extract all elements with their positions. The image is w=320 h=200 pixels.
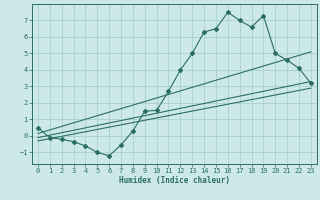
- X-axis label: Humidex (Indice chaleur): Humidex (Indice chaleur): [119, 176, 230, 185]
